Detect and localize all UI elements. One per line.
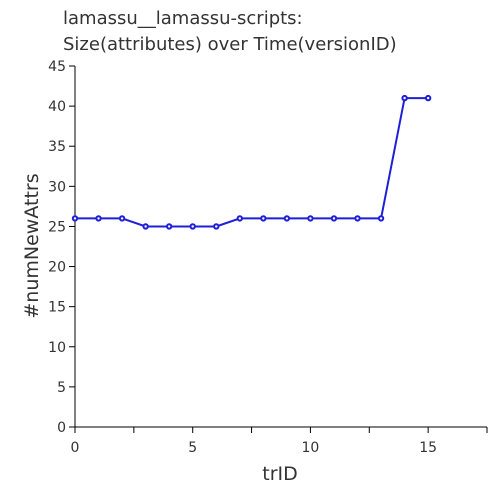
chart-title-line-1: lamassu__lamassu-scripts: bbox=[63, 8, 303, 29]
plot-area bbox=[71, 94, 432, 230]
y-tick-label: 45 bbox=[48, 59, 66, 75]
data-point bbox=[424, 94, 432, 102]
data-point bbox=[118, 215, 126, 222]
y-tick-label: 35 bbox=[48, 139, 66, 155]
y-axis-label: #numNewAttrs bbox=[21, 173, 43, 318]
x-tick-label: 10 bbox=[302, 440, 320, 456]
data-point bbox=[354, 215, 361, 222]
data-point bbox=[236, 215, 244, 222]
data-point bbox=[71, 215, 79, 222]
y-axis: 0 5 10 15 20 25 30 35 40 45 bbox=[48, 59, 76, 436]
y-tick-label: 0 bbox=[57, 420, 66, 436]
x-tick-label: 5 bbox=[188, 440, 197, 456]
data-point bbox=[260, 215, 267, 222]
y-tick-label: 15 bbox=[48, 300, 66, 316]
data-point bbox=[95, 215, 102, 222]
x-tick-label: 15 bbox=[419, 440, 437, 456]
y-tick-label: 20 bbox=[48, 260, 66, 276]
data-point bbox=[283, 215, 291, 222]
data-point bbox=[377, 215, 385, 222]
y-tick-label: 40 bbox=[48, 99, 66, 115]
chart-title-line-2: Size(attributes) over Time(versionID) bbox=[63, 34, 397, 55]
data-point bbox=[307, 215, 314, 222]
y-tick-label: 5 bbox=[57, 380, 66, 396]
x-axis: 0 5 10 15 bbox=[71, 426, 488, 456]
y-tick-label: 30 bbox=[48, 179, 66, 195]
data-point bbox=[189, 223, 196, 230]
data-point bbox=[401, 94, 408, 102]
x-axis-label: trID bbox=[262, 463, 298, 485]
series-line bbox=[75, 97, 429, 228]
data-point bbox=[142, 223, 149, 230]
data-point bbox=[330, 215, 338, 222]
data-point bbox=[165, 223, 173, 230]
y-tick-label: 25 bbox=[48, 219, 66, 235]
data-point bbox=[213, 223, 220, 230]
y-tick-label: 10 bbox=[48, 340, 66, 356]
x-tick-label: 0 bbox=[71, 440, 80, 456]
